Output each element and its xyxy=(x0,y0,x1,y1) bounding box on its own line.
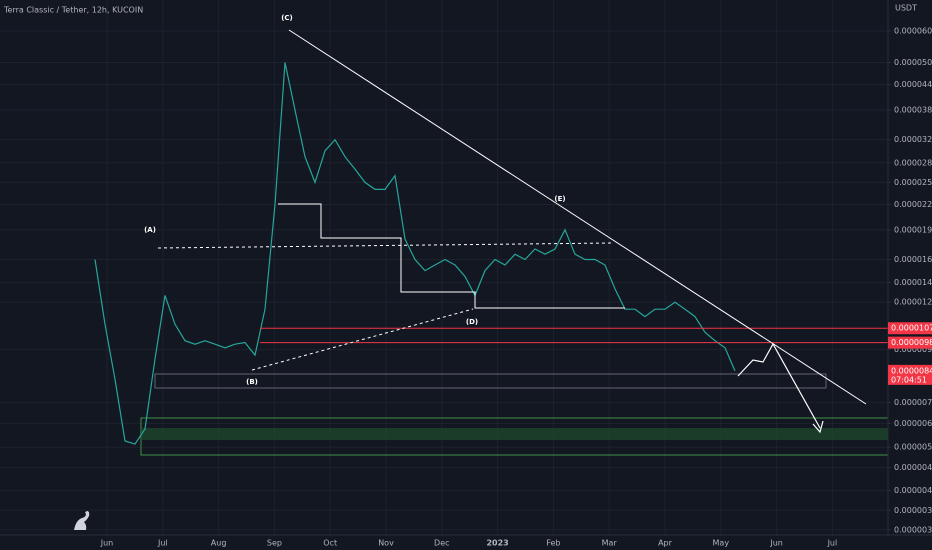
y-tick-label: 0.00000950 xyxy=(894,345,932,354)
logo xyxy=(74,511,90,530)
y-tick-label: 0.00000540 xyxy=(894,443,932,452)
y-tick-label: 0.00005000 xyxy=(894,58,932,67)
y-tick-label: 0.00003800 xyxy=(894,105,932,114)
grid xyxy=(0,0,891,535)
x-tick-label: Mar xyxy=(602,539,618,548)
wave-label: (E) xyxy=(554,195,565,203)
countdown: 07:04:51 xyxy=(891,375,927,384)
dashed-line xyxy=(251,308,474,371)
x-tick-label: 2023 xyxy=(486,539,508,548)
x-tick-label: Aug xyxy=(211,539,227,548)
steps xyxy=(278,203,625,309)
x-tick-label: Sep xyxy=(267,539,282,548)
x-tick-label: Jun xyxy=(769,539,783,548)
x-tick-label: Feb xyxy=(546,539,560,548)
y-tick-label: 0.00001900 xyxy=(894,225,932,234)
y-tick-label: 0.00001600 xyxy=(894,255,932,264)
range-box xyxy=(154,373,827,389)
arrow-head xyxy=(812,420,824,434)
price-tag xyxy=(888,336,932,349)
y-tick-label: 0.00002200 xyxy=(894,200,932,209)
projection xyxy=(737,342,821,429)
y-tick-label: 0.00000700 xyxy=(894,398,932,407)
wave-label: (A) xyxy=(144,226,156,234)
wave-label: (D) xyxy=(466,318,478,326)
wave-label: (C) xyxy=(281,14,293,22)
y-tick-label: 0.00001400 xyxy=(894,278,932,287)
y-tick-label: 0.00000335 xyxy=(894,525,932,534)
chart-title: Terra Classic / Tether, 12h, KUCOIN xyxy=(3,6,143,15)
x-tick-label: Jul xyxy=(157,539,168,548)
price-tag-label: 0.00001075 xyxy=(891,324,932,333)
x-tick-label: May xyxy=(713,539,730,548)
price-line xyxy=(94,62,736,445)
x-tick-label: Nov xyxy=(378,539,394,548)
y-tick-label: 0.00006000 xyxy=(894,27,932,36)
y-tick-label: 0.00000480 xyxy=(894,463,932,472)
wave-label: (B) xyxy=(246,378,258,386)
y-axis-label: USDT xyxy=(895,4,917,13)
dashed-line xyxy=(157,242,613,249)
y-tick-label: 0.00001250 xyxy=(894,298,932,307)
support-zone-core xyxy=(141,428,888,440)
plot xyxy=(94,62,888,445)
x-tick-label: Jun xyxy=(100,539,114,548)
trend-line xyxy=(288,29,867,405)
y-tick-label: 0.00004400 xyxy=(894,80,932,89)
y-tick-label: 0.00000420 xyxy=(894,486,932,495)
price-tag xyxy=(888,364,932,385)
y-tick-label: 0.00002800 xyxy=(894,158,932,167)
price-tag-label: 0.00000989 xyxy=(891,338,932,347)
price-tag xyxy=(888,322,932,335)
x-tick-label: Jul xyxy=(827,539,838,548)
y-tick-label: 0.00000375 xyxy=(894,506,932,515)
x-tick-label: Oct xyxy=(323,539,337,548)
y-tick-label: 0.00000620 xyxy=(894,419,932,428)
x-tick-label: Dec xyxy=(434,539,449,548)
y-tick-label: 0.00003200 xyxy=(894,135,932,144)
y-tick-label: 0.00002500 xyxy=(894,178,932,187)
x-tick-label: Apr xyxy=(658,539,673,548)
